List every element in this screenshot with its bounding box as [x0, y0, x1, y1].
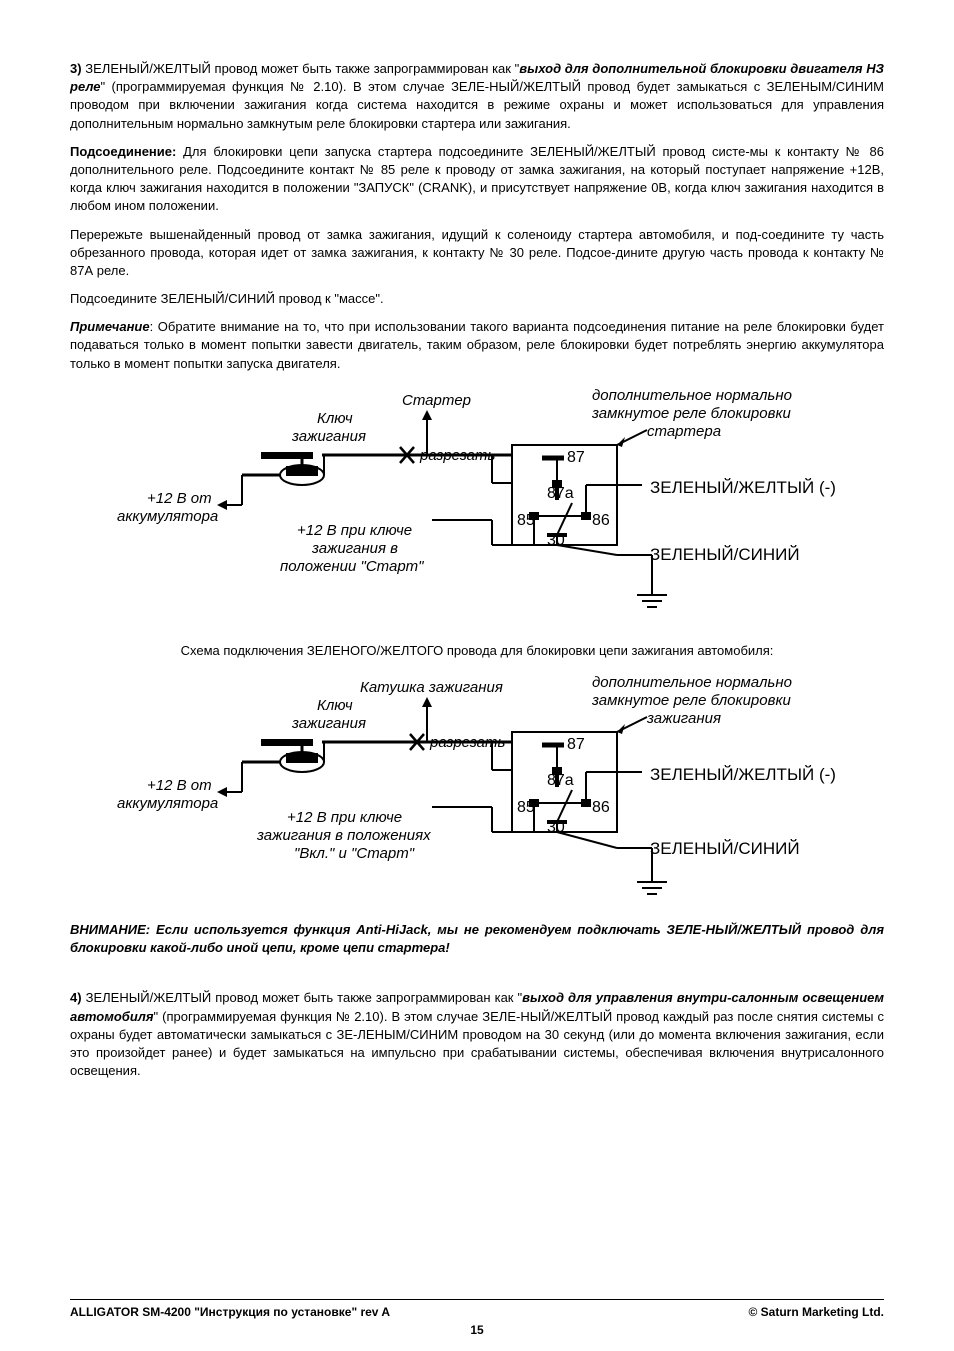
d1-green-blue: ЗЕЛЕНЫЙ/СИНИЙ [650, 545, 800, 564]
d1-pin87: 87 [567, 449, 585, 466]
diagram-1-caption: Схема подключения ЗЕЛЕНОГО/ЖЕЛТОГО прово… [70, 642, 884, 660]
d2-pin87: 87 [567, 736, 585, 753]
diagram-starter-relay: Стартер дополнительное нормально замкнут… [70, 385, 884, 630]
page-footer: ALLIGATOR SM-4200 "Инструкция по установ… [70, 1299, 884, 1321]
d1-relay-desc3: стартера [647, 423, 721, 440]
d2-keypos2: зажигания в положениях [256, 827, 431, 844]
podsoedinenie-label: Подсоединение: [70, 144, 183, 159]
d1-pin86: 86 [592, 512, 610, 529]
d1-batt1: +12 В от [147, 490, 212, 507]
d2-relay-desc3: зажигания [646, 710, 721, 727]
d2-coil-label: Катушка зажигания [360, 679, 503, 696]
section-3-text1: ЗЕЛЕНЫЙ/ЖЕЛТЫЙ провод может быть также з… [85, 61, 519, 76]
podsoedinenie-text: Для блокировки цепи запуска стартера под… [70, 144, 884, 214]
primechanie-paragraph: Примечание: Обратите внимание на то, что… [70, 318, 884, 373]
d1-starter-label: Стартер [402, 392, 471, 409]
d2-keypos1: +12 В при ключе [287, 809, 402, 826]
section-4-text1: ЗЕЛЕНЫЙ/ЖЕЛТЫЙ провод может быть также з… [86, 990, 523, 1005]
d2-green-blue: ЗЕЛЕНЫЙ/СИНИЙ [650, 839, 800, 858]
d2-ignition: зажигания [291, 715, 366, 732]
section-3-text2: " (программируемая функция № 2.10). В эт… [70, 79, 884, 130]
primechanie-label: Примечание [70, 319, 150, 334]
podsoedinenie-paragraph: Подсоединение: Для блокировки цепи запус… [70, 143, 884, 216]
cut-wire-paragraph: Перережьте вышенайденный провод от замка… [70, 226, 884, 281]
d2-batt1: +12 В от [147, 777, 212, 794]
section-3-paragraph: 3) ЗЕЛЕНЫЙ/ЖЕЛТЫЙ провод может быть такж… [70, 60, 884, 133]
d2-key: Ключ [317, 697, 353, 714]
connect-ground-paragraph: Подсоедините ЗЕЛЕНЫЙ/СИНИЙ провод к "мас… [70, 290, 884, 308]
footer-right: © Saturn Marketing Ltd. [748, 1304, 884, 1321]
section-4-paragraph: 4) ЗЕЛЕНЫЙ/ЖЕЛТЫЙ провод может быть такж… [70, 989, 884, 1080]
d1-relay-desc1: дополнительное нормально [592, 387, 792, 404]
d1-relay-desc2: замкнутое реле блокировки [591, 405, 792, 422]
d1-green-yellow: ЗЕЛЕНЫЙ/ЖЕЛТЫЙ (-) [650, 478, 836, 497]
primechanie-text: : Обратите внимание на то, что при испол… [70, 319, 884, 370]
diagram-ignition-relay: Катушка зажигания дополнительное нормаль… [70, 672, 884, 907]
footer-left: ALLIGATOR SM-4200 "Инструкция по установ… [70, 1304, 390, 1321]
d2-pin86: 86 [592, 799, 610, 816]
d1-batt2: аккумулятора [117, 508, 218, 525]
d2-green-yellow: ЗЕЛЕНЫЙ/ЖЕЛТЫЙ (-) [650, 765, 836, 784]
page-number: 15 [0, 1322, 954, 1339]
section-3-num: 3) [70, 61, 85, 76]
d1-keypos1: +12 В при ключе [297, 522, 412, 539]
d1-keypos2: зажигания в [311, 540, 398, 557]
d2-relay-desc2: замкнутое реле блокировки [591, 692, 792, 709]
section-4-text2: " (программируемая функция № 2.10). В эт… [70, 1009, 884, 1079]
d2-keypos3: "Вкл." и "Старт" [294, 845, 415, 862]
d1-keypos3: положении "Старт" [280, 558, 424, 575]
d2-relay-desc1: дополнительное нормально [592, 674, 792, 691]
d1-ignition: зажигания [291, 428, 366, 445]
warning-antihijack: ВНИМАНИЕ: Если используется функция Anti… [70, 921, 884, 957]
d2-batt2: аккумулятора [117, 795, 218, 812]
section-4-num: 4) [70, 990, 86, 1005]
d1-key: Ключ [317, 410, 353, 427]
